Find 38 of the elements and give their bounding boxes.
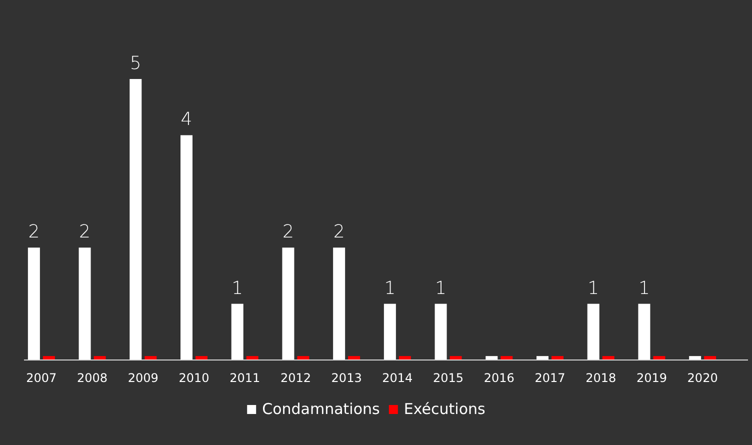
data-label: 1 — [384, 278, 396, 299]
x-tick-label: 2012 — [280, 371, 311, 385]
data-label: 2 — [28, 222, 40, 243]
data-label: 1 — [232, 278, 244, 299]
bar — [333, 248, 346, 360]
x-tick-label: 2013 — [331, 371, 362, 385]
x-tick-label: 2018 — [586, 371, 616, 385]
bar — [434, 304, 447, 360]
x-tick-label: 2014 — [382, 371, 413, 385]
legend-label: Exécutions — [404, 400, 486, 418]
bar — [130, 79, 142, 360]
bar — [384, 304, 396, 360]
data-label: 2 — [333, 222, 345, 243]
legend-label: Condamnations — [262, 400, 380, 418]
x-tick-label: 2019 — [636, 371, 667, 385]
x-tick-label: 2009 — [128, 371, 158, 385]
data-label: 1 — [638, 278, 650, 299]
bar — [180, 135, 192, 360]
data-label: 1 — [435, 278, 447, 299]
x-tick-label: 2008 — [77, 371, 108, 385]
bar — [638, 304, 650, 360]
bar — [78, 248, 91, 360]
bar — [231, 304, 244, 360]
x-tick-label: 2016 — [484, 371, 514, 385]
bar — [587, 304, 600, 360]
x-tick-label: 2007 — [26, 371, 57, 385]
x-tick-label: 2010 — [178, 371, 210, 385]
x-tick-label: 2011 — [230, 371, 260, 385]
x-tick-label: 2020 — [687, 371, 718, 385]
data-label: 2 — [79, 222, 91, 243]
data-label: 5 — [130, 53, 142, 74]
bar — [28, 248, 40, 360]
data-label: 4 — [180, 109, 192, 130]
data-label: 2 — [282, 222, 294, 243]
x-tick-label: 2015 — [433, 371, 464, 385]
x-tick-label: 2017 — [534, 371, 566, 385]
data-label: 1 — [588, 278, 600, 299]
bar — [282, 248, 294, 360]
